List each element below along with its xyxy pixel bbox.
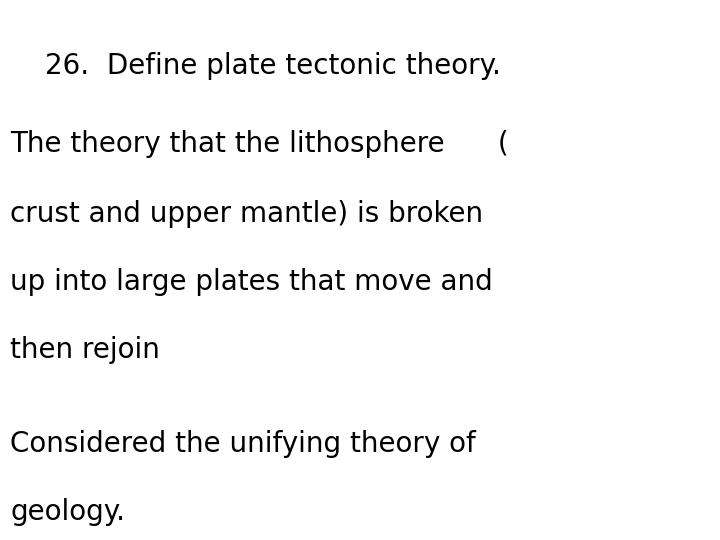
Text: crust and upper mantle) is broken: crust and upper mantle) is broken bbox=[10, 200, 483, 228]
Text: Considered the unifying theory of: Considered the unifying theory of bbox=[10, 430, 476, 458]
Text: up into large plates that move and: up into large plates that move and bbox=[10, 268, 492, 296]
Text: then rejoin: then rejoin bbox=[10, 336, 160, 364]
Text: 26.  Define plate tectonic theory.: 26. Define plate tectonic theory. bbox=[45, 52, 501, 80]
Text: The theory that the lithosphere      (: The theory that the lithosphere ( bbox=[10, 130, 508, 158]
Text: geology.: geology. bbox=[10, 498, 125, 526]
